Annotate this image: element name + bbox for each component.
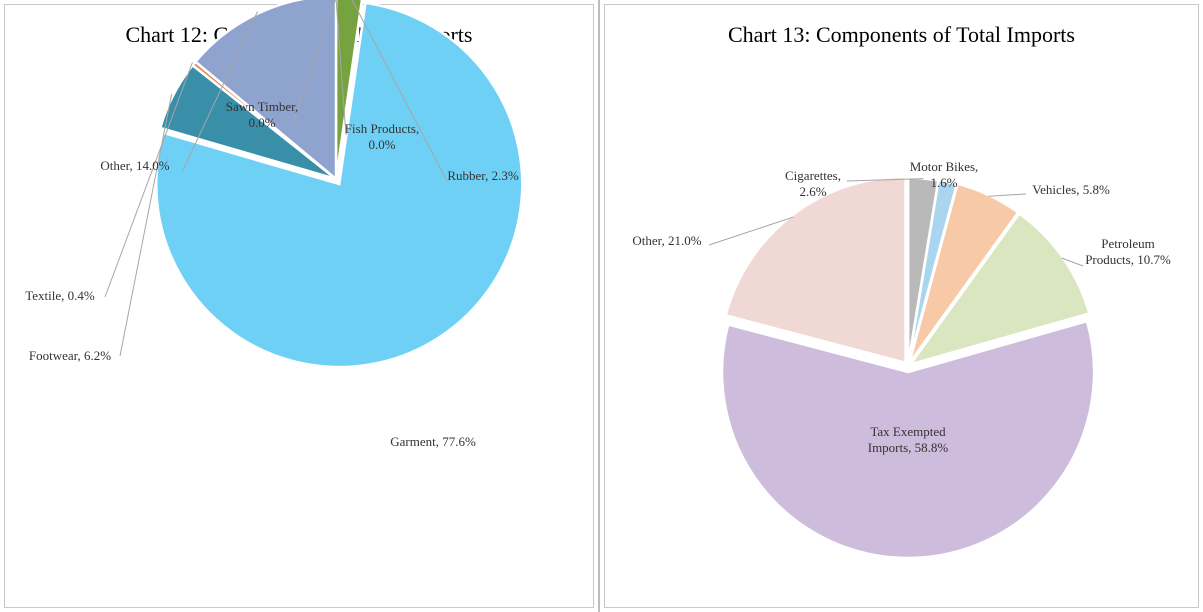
data-label-other: Other, 14.0% xyxy=(100,158,169,173)
leader-line-textile xyxy=(104,62,193,298)
leader-line-cigarettes xyxy=(846,178,924,182)
pie-slices xyxy=(155,0,524,369)
pie-slice-tax-exempted-imports xyxy=(720,319,1096,560)
pie-slice-other xyxy=(193,0,338,182)
leader-line-other xyxy=(708,216,794,246)
data-label-rubber: Rubber, 2.3% xyxy=(447,168,518,183)
pie-labels: Cigarettes, 2.6% Motor Bikes, 1.6% Vehicles,… xyxy=(632,159,1171,455)
leader-line-vehicles xyxy=(988,193,1027,197)
imports-pie-chart: Cigarettes, 2.6% Motor Bikes, 1.6% Vehicles,… xyxy=(632,159,1171,560)
leader-line-motor-bikes xyxy=(943,181,949,189)
leader-line-footwear xyxy=(119,94,173,357)
data-label-motor-bikes: Motor Bikes, 1.6% xyxy=(910,159,979,190)
leader-line-fish-products xyxy=(335,0,347,136)
data-label-footwear: Footwear, 6.2% xyxy=(29,348,111,363)
leader-line-petroleum-products xyxy=(1061,257,1084,267)
panel-divider xyxy=(598,0,600,612)
pie-slice-other xyxy=(724,175,907,365)
data-label-textile: Textile, 0.4% xyxy=(25,288,95,303)
leader-line-sawn-timber xyxy=(291,0,336,126)
data-label-vehicles: Vehicles, 5.8% xyxy=(1032,182,1110,197)
data-label-cigarettes: Cigarettes, 2.6% xyxy=(785,168,841,199)
pie-slice-garment xyxy=(155,1,524,369)
pie-slice-petroleum-products xyxy=(907,211,1091,367)
data-label-tax-exempted-imports: Tax Exempted Imports, 58.8% xyxy=(868,424,949,455)
pie-slice-vehicles xyxy=(908,182,1020,365)
data-label-fish-products: Fish Products, 0.0% xyxy=(345,121,419,152)
data-label-other: Other, 21.0% xyxy=(632,233,701,248)
imports-chart-title: Chart 13: Components of Total Imports xyxy=(728,22,1075,47)
exports-pie-chart: Rubber, 2.3% Garment, 77.6% Footwear, 6.2%… xyxy=(25,0,524,449)
pie-slice-rubber xyxy=(334,0,364,180)
data-label-sawn-timber: Sawn Timber, 0.0% xyxy=(226,99,298,130)
pie-labels: Rubber, 2.3% Garment, 77.6% Footwear, 6.2%… xyxy=(25,0,519,449)
data-label-petroleum-products: Petroleum Products, 10.7% xyxy=(1085,236,1171,267)
pie-slices xyxy=(720,175,1096,560)
leader-line-other xyxy=(182,11,259,171)
leader-line-rubber xyxy=(351,0,448,182)
data-label-garment: Garment, 77.6% xyxy=(390,434,476,449)
imports-chart-panel: Chart 13: Components of Total Imports Ci… xyxy=(604,4,1199,608)
exports-chart-panel: Chart 12: Components of Total Exports Ru… xyxy=(4,0,594,608)
